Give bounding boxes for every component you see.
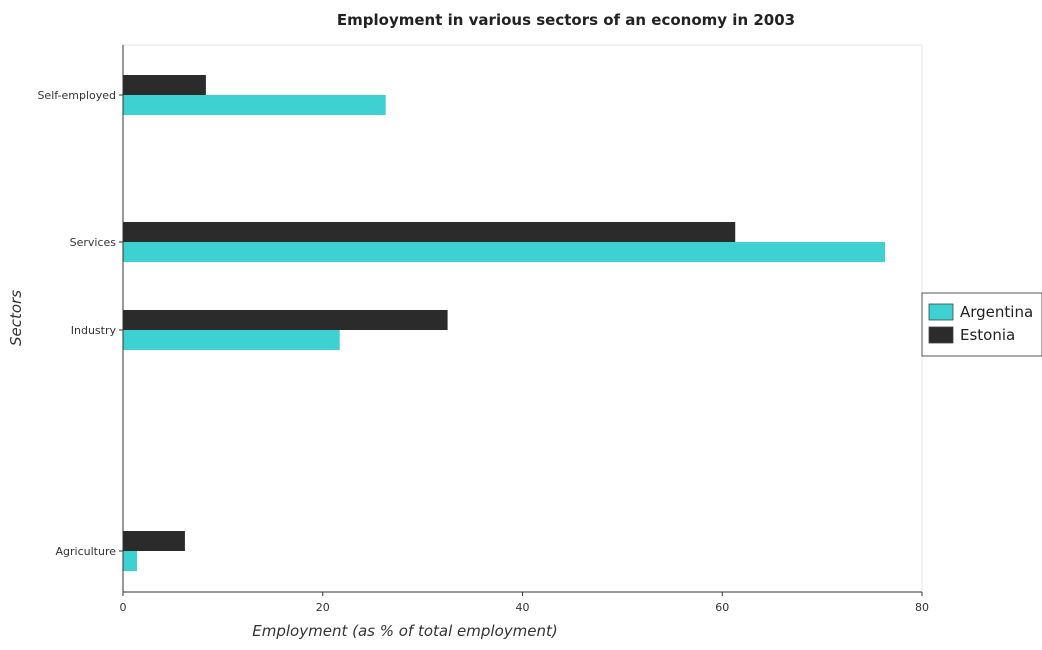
bar-argentina-industry — [123, 330, 340, 350]
y-tick-label: Self-employed — [37, 89, 116, 102]
y-tick-label: Agriculture — [56, 545, 117, 558]
bar-argentina-services — [123, 242, 886, 262]
y-tick-label: Industry — [71, 324, 117, 337]
bar-estonia-agriculture — [123, 531, 185, 551]
legend: Argentina Estonia — [921, 292, 1042, 357]
chart-title: Employment in various sectors of an econ… — [337, 11, 795, 29]
x-tick-label: 40 — [516, 601, 530, 614]
legend-box — [921, 292, 1042, 357]
bar-argentina-agriculture — [123, 551, 137, 571]
legend-label-argentina: Argentina — [960, 303, 1033, 321]
bar-estonia-self-employed — [123, 75, 206, 95]
y-axis-label: Sectors — [7, 290, 25, 346]
x-tick-label: 20 — [316, 601, 330, 614]
legend-label-estonia: Estonia — [960, 326, 1015, 344]
x-tick-label: 0 — [120, 601, 127, 614]
legend-swatch-estonia — [928, 326, 954, 344]
bar-argentina-self-employed — [123, 95, 386, 115]
bar-estonia-industry — [123, 310, 448, 330]
x-tick-label: 80 — [915, 601, 929, 614]
x-axis-label: Employment (as % of total employment) — [252, 622, 557, 640]
legend-swatch-argentina — [928, 303, 954, 321]
x-tick-label: 60 — [715, 601, 729, 614]
y-tick-label: Services — [70, 236, 117, 249]
bar-estonia-services — [123, 222, 736, 242]
